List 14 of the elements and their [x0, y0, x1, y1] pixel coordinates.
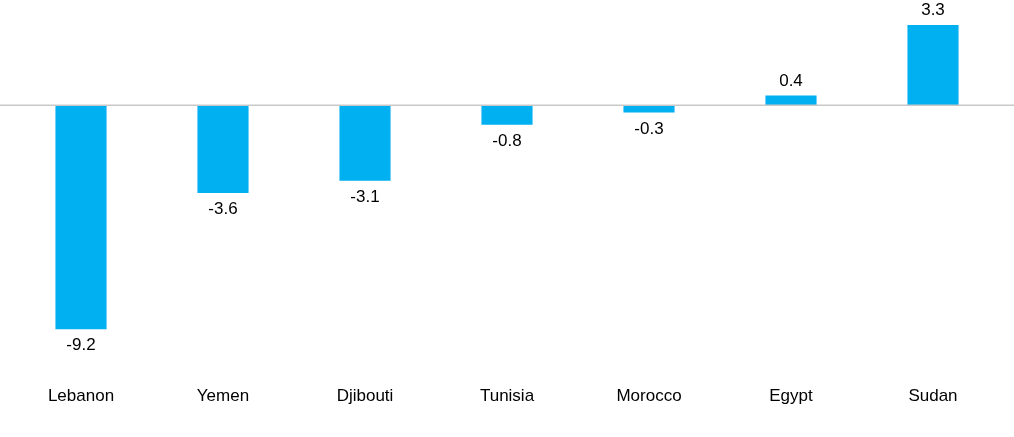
- data-label: -3.6: [208, 199, 238, 219]
- x-tick-label: Yemen: [196, 386, 250, 406]
- x-tick-label: Morocco: [616, 386, 682, 406]
- data-label: -9.2: [66, 335, 96, 355]
- data-label: 3.3: [921, 0, 945, 20]
- data-label: -0.8: [492, 130, 522, 150]
- x-tick-label: Djibouti: [336, 386, 394, 406]
- data-label: -3.1: [350, 186, 380, 206]
- x-tick-label: Tunisia: [479, 386, 535, 406]
- data-label: -0.3: [634, 118, 664, 138]
- data-label: 0.4: [779, 70, 803, 90]
- x-tick-label: Sudan: [908, 386, 958, 406]
- x-tick-label: Egypt: [769, 386, 814, 406]
- x-tick-label: Lebanon: [47, 386, 115, 406]
